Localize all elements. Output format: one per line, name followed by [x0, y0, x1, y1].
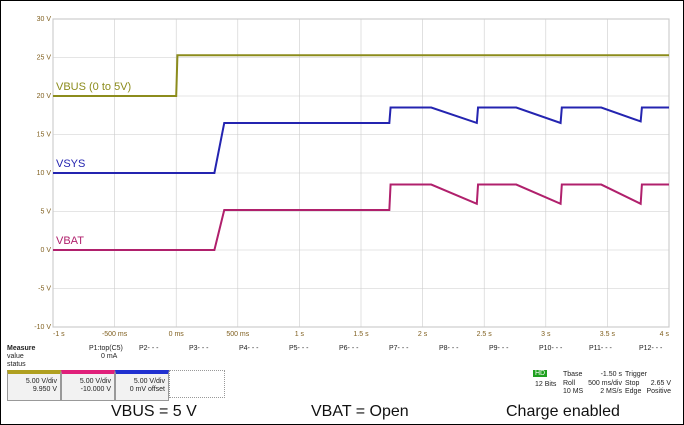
- x-tick-label: 1.5 s: [353, 331, 369, 338]
- trace: [53, 54, 669, 97]
- x-tick-label: 2 s: [418, 331, 428, 338]
- trace: [53, 183, 669, 251]
- acq: 10 MS: [563, 388, 584, 395]
- acq: Tbase: [563, 371, 583, 378]
- acq: Edge: [625, 388, 642, 395]
- param: P6- - -: [339, 345, 359, 352]
- y-tick-label: 15 V: [37, 131, 52, 138]
- y-tick-label: 30 V: [37, 16, 52, 23]
- param: P1:top(C5): [89, 345, 123, 352]
- channel-offset: -10.000 V: [80, 386, 111, 393]
- x-tick-label: 3.5 s: [600, 331, 616, 338]
- y-tick-label: 0 V: [40, 247, 51, 254]
- caption: Charge enabled: [506, 403, 620, 420]
- param: P2- - -: [139, 345, 159, 352]
- param: P12- - -: [639, 345, 663, 352]
- trace-label: VBAT: [56, 235, 84, 247]
- acq: 2 MS/s: [600, 388, 622, 395]
- param: P4- - -: [239, 345, 259, 352]
- channel-offset: 9.950 V: [32, 386, 57, 393]
- x-tick-label: -1 s: [53, 331, 65, 338]
- caption: VBUS = 5 V: [111, 403, 197, 420]
- channel-box: [7, 370, 61, 401]
- x-tick-label: 4 s: [660, 331, 670, 338]
- y-tick-label: 20 V: [37, 93, 52, 100]
- acq: Positive: [646, 388, 671, 395]
- param: P9- - -: [489, 345, 509, 352]
- param: P11- - -: [589, 345, 612, 352]
- trace-label: VBUS (0 to 5V): [56, 81, 131, 93]
- param: P8- - -: [439, 345, 459, 352]
- y-tick-label: 5 V: [40, 208, 51, 215]
- empty-box: [169, 370, 225, 398]
- acq: 2.65 V: [650, 380, 671, 387]
- acq: Roll: [563, 380, 576, 387]
- x-tick-label: 3 s: [541, 331, 551, 338]
- trace-label: VSYS: [56, 158, 85, 170]
- hd-badge: HD: [533, 370, 548, 377]
- acq: Trigger: [625, 371, 647, 378]
- param: P7- - -: [389, 345, 409, 352]
- acq: 12 Bits: [535, 381, 557, 388]
- acq: -1.50 s: [600, 371, 622, 378]
- x-tick-label: 0 ms: [169, 331, 185, 338]
- row-label: status: [7, 361, 26, 368]
- measure-label: Measure: [7, 345, 36, 352]
- param: P5- - -: [289, 345, 309, 352]
- x-tick-label: 1 s: [295, 331, 305, 338]
- trace: [53, 106, 669, 174]
- y-tick-label: 25 V: [37, 54, 52, 61]
- param: P10- - -: [539, 345, 563, 352]
- caption: VBAT = Open: [311, 403, 409, 420]
- y-tick-label: -5 V: [38, 285, 51, 292]
- channel-scale: 5.00 V/div: [133, 378, 165, 385]
- scope-screen: 30 V 25 V 20 V 15 V 10 V 5 V 0 V -5 V -10 V-1 s -…: [34, 16, 670, 338]
- channel-scale: 5.00 V/div: [79, 378, 111, 385]
- channel-offset: 0 mV offset: [129, 386, 165, 393]
- x-tick-label: 2.5 s: [477, 331, 493, 338]
- channel-box: [61, 370, 115, 401]
- channel-scale: 5.00 V/div: [25, 378, 57, 385]
- x-tick-label: 500 ms: [226, 331, 249, 338]
- channel-box: [115, 370, 169, 401]
- acq: 500 ms/div: [588, 380, 622, 387]
- row-label: value: [7, 353, 24, 360]
- y-tick-label: -10 V: [34, 324, 51, 331]
- param-value: 0 mA: [101, 353, 118, 360]
- y-tick-label: 10 V: [37, 170, 52, 177]
- x-tick-label: -500 ms: [102, 331, 128, 338]
- param: P3- - -: [189, 345, 209, 352]
- acq: Stop: [625, 380, 640, 387]
